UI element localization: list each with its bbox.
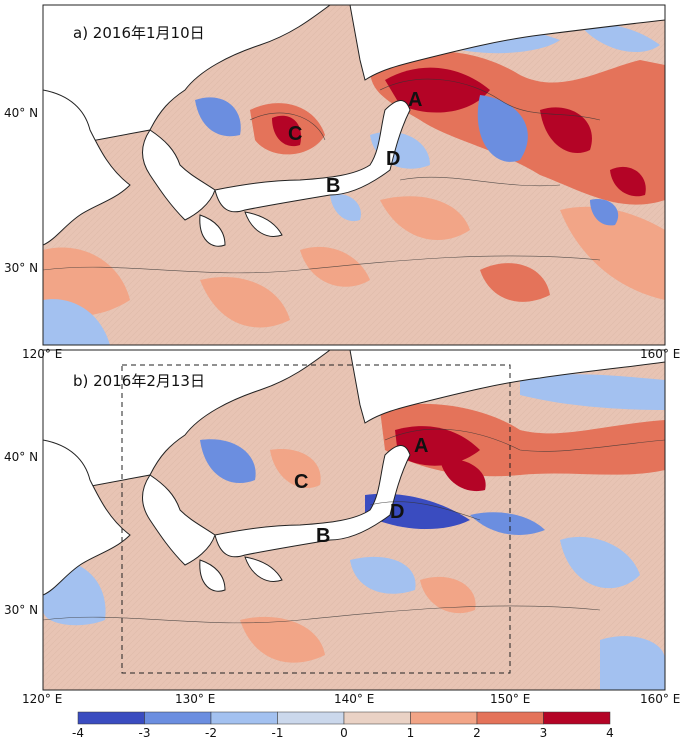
panel-a-label-c: C <box>288 123 302 145</box>
colorbar-swatch <box>210 711 278 725</box>
colorbar-swatch <box>343 711 411 725</box>
panel-a-label-b: B <box>326 175 340 197</box>
colorbar-tick-label: 0 <box>340 726 348 740</box>
panel-b-label-c: C <box>294 471 308 493</box>
colorbar-tick-label: -2 <box>205 726 217 740</box>
lon-label-150: 150° E <box>490 692 530 706</box>
panel-b-land <box>43 350 665 596</box>
lon-labels: 120° E 160° E 120° E 130° E 140° E 150° … <box>22 347 680 706</box>
colorbar-swatch <box>77 711 145 725</box>
colorbar-tick-label: -3 <box>139 726 151 740</box>
panel-b-label-b: B <box>316 525 330 547</box>
lon-label-top-120: 120° E <box>22 347 62 361</box>
panel-a-land <box>43 5 665 247</box>
lon-label-140: 140° E <box>334 692 374 706</box>
colorbar-swatch <box>277 711 345 725</box>
panel-a-label-a: A <box>408 89 422 111</box>
colorbar: -4 -3 -2 -1 0 1 2 3 4 <box>72 711 614 740</box>
lat-label-b-30: 30° N <box>4 603 38 617</box>
colorbar-swatch <box>543 711 611 725</box>
panel-b: b) 2016年2月13日 A B C D <box>43 350 665 690</box>
panel-b-title: b) 2016年2月13日 <box>73 372 205 390</box>
panel-b-frame <box>42 349 666 691</box>
panel-b-dashed-box <box>121 364 511 674</box>
lat-label-b-40: 40° N <box>4 450 38 464</box>
colorbar-tick-label: 2 <box>473 726 481 740</box>
colorbar-tick-label: -4 <box>72 726 84 740</box>
lat-labels: 40° N 30° N 40° N 30° N <box>4 106 38 617</box>
panel-b-label-a: A <box>414 435 428 457</box>
lon-label-160: 160° E <box>640 692 680 706</box>
lat-label-a-40: 40° N <box>4 106 38 120</box>
colorbar-tick-label: 3 <box>540 726 548 740</box>
panel-a: a) 2016年1月10日 A B C D <box>43 5 665 345</box>
colorbar-swatch <box>410 711 478 725</box>
panel-a-label-d: D <box>386 148 400 170</box>
panel-a-title: a) 2016年1月10日 <box>73 24 205 42</box>
panel-a-contours <box>43 78 601 274</box>
lon-label-top-160: 160° E <box>640 347 680 361</box>
lat-label-a-30: 30° N <box>4 261 38 275</box>
colorbar-tick-label: -1 <box>272 726 284 740</box>
lon-label-120: 120° E <box>22 692 62 706</box>
colorbar-swatch <box>476 711 544 725</box>
colorbar-swatch <box>144 711 212 725</box>
panel-a-frame <box>42 4 666 346</box>
colorbar-tick-label: 1 <box>407 726 415 740</box>
panel-b-label-d: D <box>390 501 404 523</box>
colorbar-tick-label: 4 <box>606 726 614 740</box>
lon-label-130: 130° E <box>175 692 215 706</box>
panel-b-contours <box>43 428 665 624</box>
